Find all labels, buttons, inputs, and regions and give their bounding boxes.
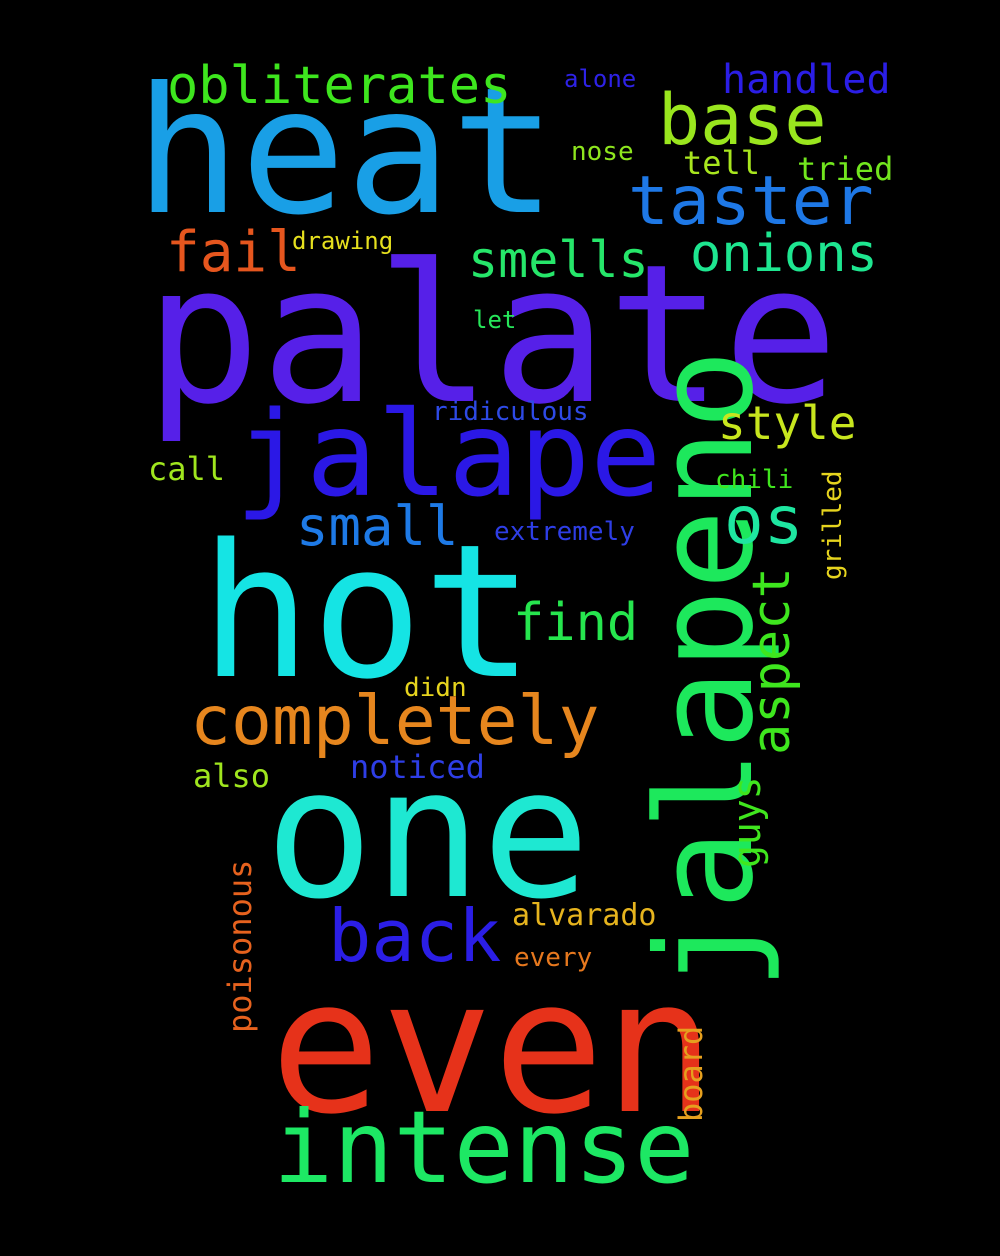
- word-nose: nose: [571, 137, 634, 167]
- word-grilled: grilled: [818, 470, 848, 580]
- word-every: every: [514, 943, 593, 973]
- word-ridiculous: ridiculous: [432, 397, 589, 427]
- word-completely: completely: [190, 682, 600, 761]
- word-style: style: [718, 396, 857, 450]
- word-guys: guys: [725, 776, 769, 868]
- word-back: back: [328, 894, 502, 978]
- word-call: call: [148, 450, 226, 488]
- word-tell: tell: [683, 144, 761, 182]
- word-alvarado: alvarado: [512, 898, 657, 933]
- word-fail: fail: [166, 220, 301, 285]
- word-intense: intense: [273, 1089, 695, 1206]
- word-aspect: aspect: [742, 567, 802, 755]
- word-poisonous: poisonous: [221, 859, 259, 1033]
- word-obliterates: obliterates: [167, 56, 512, 116]
- word-palate: palate: [145, 224, 839, 447]
- word-didn: didn: [404, 673, 467, 703]
- word-small: small: [296, 495, 459, 558]
- word-os: os: [724, 482, 804, 559]
- word-base: base: [658, 79, 827, 161]
- word-extremely: extremely: [494, 517, 635, 547]
- word-board: board: [672, 1025, 710, 1122]
- word-find: find: [513, 593, 639, 653]
- word-chili: chili: [715, 465, 794, 495]
- word-one: one: [265, 730, 591, 939]
- word-onions: onions: [690, 224, 878, 284]
- word-taster: taster: [628, 162, 874, 241]
- word-jalape: jalape: [235, 385, 662, 523]
- word-tried: tried: [797, 150, 894, 188]
- word-handled: handled: [722, 57, 891, 103]
- word-alone: alone: [564, 65, 637, 93]
- word-heat: heat: [135, 51, 557, 254]
- word-even: even: [270, 939, 716, 1155]
- word-smells: smells: [468, 231, 649, 289]
- word-let: let: [473, 306, 517, 334]
- word-also: also: [193, 757, 271, 795]
- word-noticed: noticed: [350, 748, 485, 786]
- word-drawing: drawing: [292, 227, 394, 255]
- word-hot: hot: [200, 504, 535, 720]
